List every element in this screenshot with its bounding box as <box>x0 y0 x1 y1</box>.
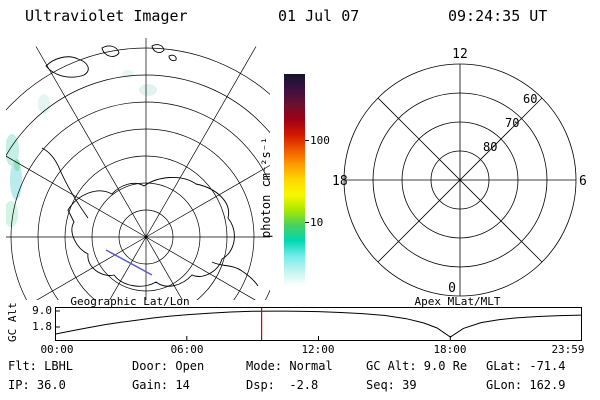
page-title: Ultraviolet Imager <box>25 7 188 25</box>
geographic-map <box>6 38 270 300</box>
header-date: 01 Jul 07 <box>278 7 360 25</box>
coastlines <box>41 44 259 287</box>
colorbar-axis-label: photon cm⁻²s⁻¹ <box>259 136 273 238</box>
gc-alt-curve <box>55 310 582 338</box>
mlat-ring-label-70: 70 <box>505 116 519 130</box>
xtick-2359: 23:59 <box>551 343 585 356</box>
colorbar-gradient <box>284 74 305 286</box>
mlt-label-0: 0 <box>448 281 456 296</box>
status-glon: GLon: 162.9 <box>486 378 566 392</box>
status-gain: Gain: 14 <box>132 378 190 392</box>
mlat-ring-label-60: 60 <box>523 92 537 106</box>
status-door: Door: Open <box>132 359 205 373</box>
timeline-ymax-label: 9.0 <box>32 304 52 317</box>
mlat-ring-label-80: 80 <box>483 140 497 154</box>
status-ip: IP: 36.0 <box>8 378 66 392</box>
xtick-1800: 18:00 <box>433 343 467 356</box>
right-panel-title: Apex MLat/MLT <box>414 295 501 308</box>
mlt-label-18: 18 <box>332 174 348 189</box>
colorbar-tick-label-10: 10 <box>310 216 324 229</box>
aurora-emission-patches <box>6 70 157 227</box>
latlon-grid <box>6 38 270 300</box>
status-mode: Mode: Normal <box>246 359 333 373</box>
timeline-axis-ticks <box>55 310 451 341</box>
left-panel-title: Geographic Lat/Lon <box>70 295 190 308</box>
xtick-1200: 12:00 <box>301 343 335 356</box>
status-flt: Flt: LBHL <box>8 359 74 373</box>
status-glat: GLat: -71.4 <box>486 359 566 373</box>
colorbar-tick-100 <box>305 140 309 141</box>
timeline-ymin-label: 1.8 <box>32 320 52 333</box>
xtick-0600: 06:00 <box>170 343 204 356</box>
mlt-label-12: 12 <box>452 47 468 62</box>
mlat-mlt-grid <box>343 63 577 297</box>
header-time: 09:24:35 UT <box>448 7 548 25</box>
timeline-frame <box>55 307 582 341</box>
xtick-0000: 00:00 <box>40 343 74 356</box>
colorbar-tick-10 <box>305 222 309 223</box>
spacecraft-track <box>105 249 153 276</box>
status-dsp: Dsp: -2.8 <box>246 378 319 392</box>
status-seq: Seq: 39 <box>366 378 417 392</box>
colorbar-tick-label-100: 100 <box>310 134 330 147</box>
status-gc-alt: GC Alt: 9.0 Re <box>366 359 468 373</box>
mlt-label-6: 6 <box>579 174 587 189</box>
timeline-y-axis-label: GC Alt <box>6 302 19 342</box>
gc-alt-timeline <box>55 307 582 341</box>
apex-polar-plot: 12 18 6 0 60 70 80 <box>332 47 587 297</box>
